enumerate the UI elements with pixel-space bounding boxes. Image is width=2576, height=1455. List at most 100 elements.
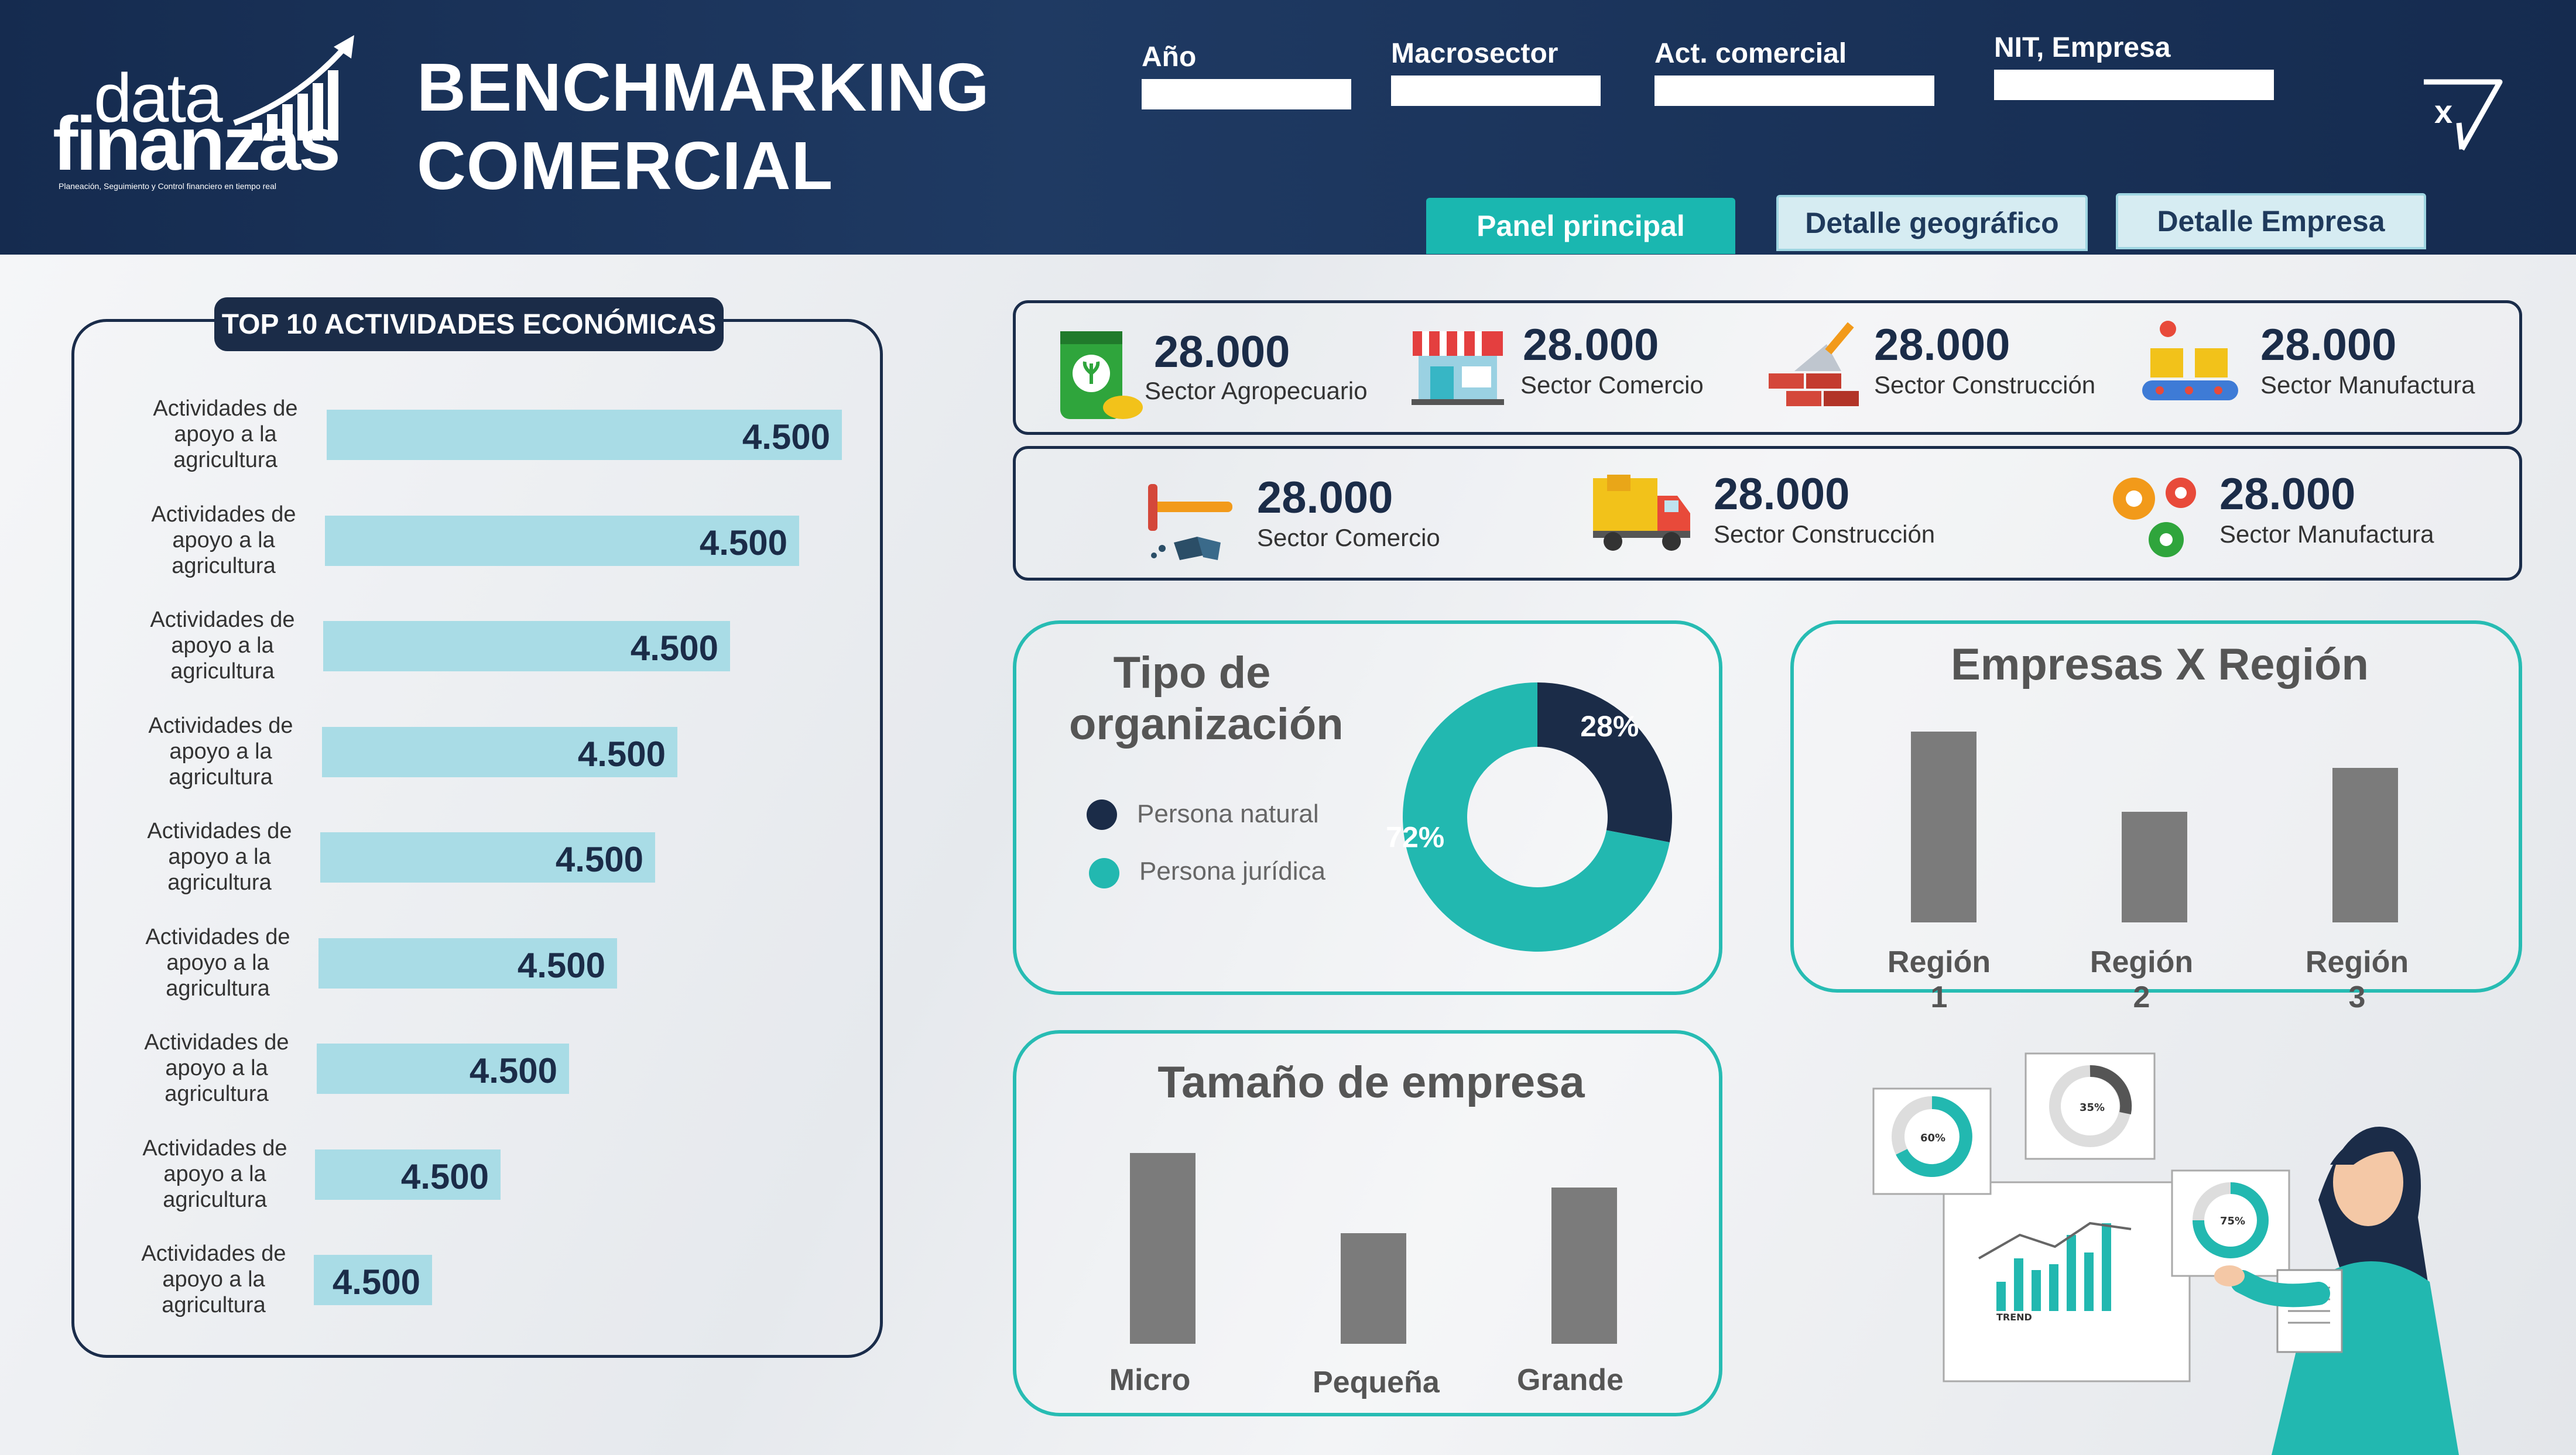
filter-nit-company: NIT, Empresa [1994, 32, 2274, 100]
activity-label: Actividades de apoyo a la agricultura [141, 1241, 286, 1317]
title-line-2: COMERCIAL [417, 128, 834, 204]
bar-3 [1551, 1188, 1617, 1344]
bar-1 [1911, 732, 1976, 922]
donut-slice-2 [1403, 682, 1670, 952]
pickaxe-coal-icon [1148, 484, 1232, 560]
activity-bar [322, 726, 677, 777]
activity-value: 4.500 [400, 1157, 489, 1196]
kpi-commerce-2-label: Sector Comercio [1257, 524, 1440, 551]
filter-nit-company-label: NIT, Empresa [1994, 32, 2171, 63]
legend-persona-natural-dot [1087, 799, 1117, 830]
tab-detalle-geografico[interactable]: Detalle geográfico [1776, 195, 2088, 251]
kpi-commerce-label: Sector Comercio [1520, 371, 1704, 399]
tab-panel-principal[interactable]: Panel principal [1426, 198, 1735, 254]
activity-label: Actividades de apoyo a la agricultura [151, 502, 296, 578]
tab-detalle-empresa[interactable]: Detalle Empresa [2116, 193, 2426, 249]
org-type-donut-chart: 28% 72% [1386, 682, 1672, 952]
bar-category-label-1: Región 1 [1887, 945, 1991, 1014]
kpi-construction-2-label: Sector Construcción [1714, 520, 1936, 548]
bar-3 [2332, 768, 2398, 922]
filter-commercial-activity-label: Act. comercial [1654, 38, 1847, 69]
activity-value: 4.500 [332, 1262, 420, 1302]
region-panel-title: Empresas X Región [1951, 640, 2369, 689]
filter-macrosector: Macrosector [1391, 37, 1601, 106]
bar-category-label-3: Grande [1516, 1363, 1624, 1397]
activity-bar [323, 621, 730, 671]
fertilizer-bag-icon [1060, 331, 1143, 419]
company-size-title: Tamaño de empresa [1157, 1058, 1585, 1107]
activity-label: Actividades de apoyo a la agricultura [150, 608, 295, 684]
activity-bar [317, 1044, 569, 1094]
bar-category-label-3: Región 3 [2305, 945, 2409, 1014]
conveyor-boxes-icon [2142, 321, 2238, 400]
bar-2 [2122, 812, 2187, 922]
activity-bar [327, 410, 842, 460]
activity-value: 4.500 [577, 734, 666, 774]
org-type-title-line-1: Tipo de [1113, 648, 1271, 698]
kpi-construction-label: Sector Construcción [1874, 371, 2096, 399]
activity-bar [325, 515, 799, 566]
filter-macrosector-dropdown[interactable] [1391, 76, 1601, 106]
legend-persona-juridica-label: Persona jurídica [1139, 857, 1325, 886]
activity-label: Actividades de apoyo a la agricultura [142, 1135, 287, 1212]
svg-text:x: x [2434, 93, 2452, 130]
activity-value: 4.500 [517, 945, 605, 985]
kpi-manufacturing-value: 28.000 [2260, 320, 2397, 370]
kpi-construction-value: 28.000 [1874, 320, 2010, 370]
kpi-agro-value: 28.000 [1154, 327, 1290, 377]
donut-slice-1 [1537, 682, 1672, 843]
clear-filters-icon[interactable]: x [2418, 76, 2506, 158]
org-type-panel: Tipo de organización Persona natural Per… [1013, 620, 1722, 995]
activity-value: 4.500 [555, 840, 643, 879]
org-type-title: Tipo de organización [1069, 647, 1344, 750]
analyst-woman-illustration: 60% 35% 75% TREND [1872, 1052, 2459, 1455]
activity-value: 4.500 [699, 523, 787, 562]
donut-label-2: 72% [1386, 821, 1444, 853]
filter-year-dropdown[interactable] [1142, 79, 1351, 109]
filter-nit-company-dropdown[interactable] [1994, 70, 2274, 100]
activity-label: Actividades de apoyo a la agricultura [147, 819, 292, 895]
activity-bar [318, 938, 617, 989]
activity-value: 4.500 [630, 629, 718, 668]
activity-value: 4.500 [469, 1051, 557, 1090]
kpi-card-row-2: 28.000 Sector Comercio 28.000 Sector Con… [1013, 446, 2522, 581]
mini-chart-35-label: 35% [2080, 1101, 2105, 1114]
kpi-commerce-2-value: 28.000 [1257, 473, 1393, 523]
gears-icon [2113, 478, 2196, 557]
brick-trowel-icon [1769, 322, 1859, 406]
kpi-card-row-1: 28.000 Sector Agropecuario 28.000 Sector… [1013, 300, 2522, 435]
filter-commercial-activity-dropdown[interactable] [1654, 76, 1934, 106]
kpi-manufacturing-2-value: 28.000 [2219, 469, 2356, 519]
company-size-panel: Tamaño de empresa Micro Pequeña Grande [1013, 1030, 1722, 1416]
kpi-commerce-value: 28.000 [1523, 320, 1659, 370]
activity-label: Actividades de apoyo a la agricultura [144, 1030, 289, 1106]
datafinanzas-logo: data finanzas Planeación, Seguimiento y … [53, 35, 369, 205]
activity-label: Actividades de apoyo a la agricultura [145, 924, 290, 1001]
kpi-agro-label: Sector Agropecuario [1145, 377, 1368, 404]
legend-persona-juridica-dot [1089, 858, 1119, 888]
filter-year: Año [1142, 41, 1351, 109]
activity-bar [315, 1149, 501, 1200]
kpi-manufacturing-2-label: Sector Manufactura [2219, 520, 2434, 548]
bar-1 [1130, 1153, 1195, 1344]
mini-chart-75-label: 75% [2220, 1215, 2245, 1227]
activity-label: Actividades de apoyo a la agricultura [153, 396, 298, 472]
bar-category-label-1: Micro [1109, 1363, 1191, 1397]
filter-commercial-activity: Act. comercial [1654, 37, 1934, 106]
mini-chart-60-label: 60% [1920, 1132, 1945, 1144]
donut-label-1: 28% [1580, 710, 1639, 743]
kpi-manufacturing-label: Sector Manufactura [2260, 371, 2475, 399]
kpi-construction-2-value: 28.000 [1714, 469, 1850, 519]
filter-macrosector-label: Macrosector [1391, 38, 1558, 69]
filter-year-label: Año [1142, 42, 1197, 73]
logo-tagline: Planeación, Seguimiento y Control financ… [59, 181, 276, 191]
logo-text-top: data [94, 60, 223, 137]
bar-category-label-2: Pequeña [1313, 1365, 1440, 1399]
activity-bar [314, 1255, 432, 1305]
delivery-truck-icon [1593, 475, 1690, 551]
growth-arrow-icon [233, 35, 354, 140]
org-type-title-line-2: organización [1069, 699, 1344, 749]
trend-label: TREND [1996, 1312, 2032, 1323]
page-title: BENCHMARKING COMERCIAL [417, 48, 990, 205]
activity-bar [320, 832, 655, 883]
